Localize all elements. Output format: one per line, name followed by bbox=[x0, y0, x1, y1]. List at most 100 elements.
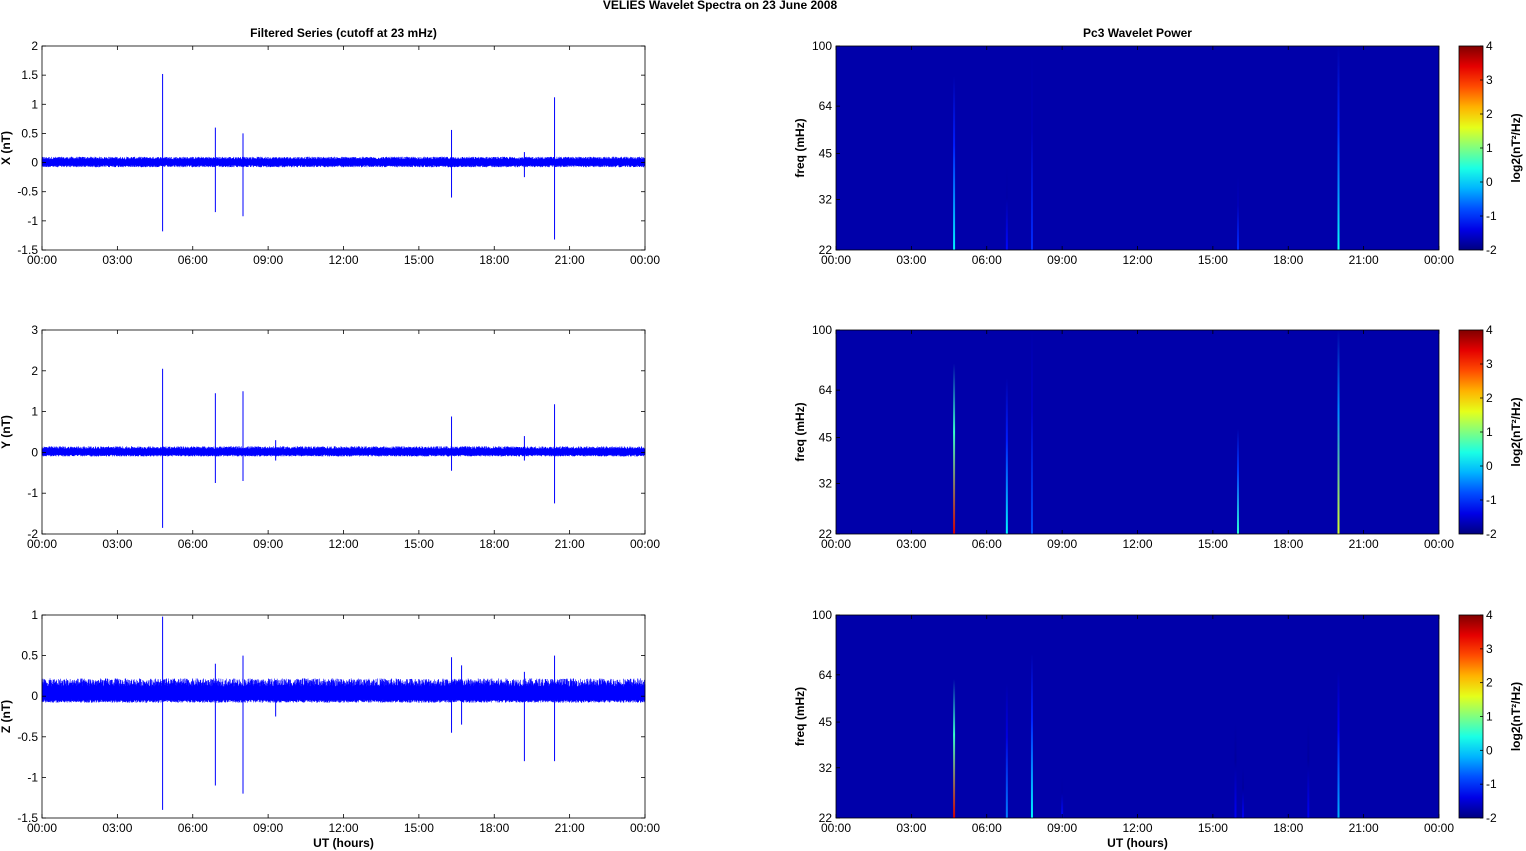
y-tick-label: 1 bbox=[31, 97, 38, 111]
time-series-panel: -2 -1 0 1 2 3 Y (nT) 00:00 03:00 06:00 09:00 12:00 1… bbox=[0, 323, 660, 551]
x-tick-label: 18:00 bbox=[1273, 253, 1303, 267]
power-burst bbox=[1030, 653, 1033, 818]
x-tick-label: 03:00 bbox=[896, 537, 926, 551]
x-tick-label: 09:00 bbox=[1047, 537, 1077, 551]
y-tick-label: 100 bbox=[812, 323, 832, 337]
colorbar-tick-label: 4 bbox=[1486, 608, 1493, 622]
y-tick-label: -0.5 bbox=[17, 730, 38, 744]
y-tick-label: 1.5 bbox=[21, 68, 38, 82]
y-axis-label: freq (mHz) bbox=[793, 687, 807, 746]
colorbar-tick-label: 2 bbox=[1486, 676, 1493, 690]
x-tick-label: 00:00 bbox=[27, 821, 57, 835]
x-tick-label: 00:00 bbox=[821, 537, 851, 551]
power-burst bbox=[1337, 670, 1340, 818]
colorbar bbox=[1458, 45, 1484, 251]
colorbar-tick-label: 2 bbox=[1486, 107, 1493, 121]
x-tick-label: 03:00 bbox=[102, 821, 132, 835]
colorbar-tick-label: -1 bbox=[1486, 777, 1497, 791]
y-tick-label: 0 bbox=[31, 445, 38, 459]
power-burst bbox=[1337, 330, 1340, 534]
x-tick-label: 15:00 bbox=[1198, 821, 1228, 835]
x-tick-label: 15:00 bbox=[404, 537, 434, 551]
x-tick-label: 00:00 bbox=[630, 537, 660, 551]
colorbar-label: log2(nT²/Hz) bbox=[1509, 113, 1523, 182]
x-tick-label: 18:00 bbox=[479, 253, 509, 267]
x-tick-label: 00:00 bbox=[630, 253, 660, 267]
x-tick-label: 15:00 bbox=[1198, 253, 1228, 267]
x-tick-label: 00:00 bbox=[27, 253, 57, 267]
colorbar-tick-label: 3 bbox=[1486, 357, 1493, 371]
colorbar-tick-label: -2 bbox=[1486, 527, 1497, 541]
x-tick-label: 15:00 bbox=[1198, 537, 1228, 551]
colorbar-tick-label: 1 bbox=[1486, 141, 1493, 155]
y-tick-label: 0.5 bbox=[21, 649, 38, 663]
y-tick-label: 22 bbox=[819, 527, 833, 541]
y-tick-label: -1 bbox=[27, 486, 38, 500]
power-burst bbox=[953, 679, 956, 818]
power-background bbox=[836, 330, 1439, 534]
power-burst bbox=[1030, 330, 1033, 534]
x-tick-label: 03:00 bbox=[896, 821, 926, 835]
power-burst bbox=[1005, 162, 1008, 250]
x-tick-label: 12:00 bbox=[328, 537, 358, 551]
power-burst bbox=[1242, 767, 1245, 818]
y-tick-label: 0 bbox=[31, 156, 38, 170]
power-background bbox=[836, 46, 1439, 250]
y-tick-label: 32 bbox=[819, 761, 833, 775]
y-tick-label: -1.5 bbox=[17, 243, 38, 257]
colorbar-tick-label: 2 bbox=[1486, 391, 1493, 405]
power-burst bbox=[1237, 176, 1239, 250]
x-tick-label: 09:00 bbox=[1047, 821, 1077, 835]
x-tick-label: 21:00 bbox=[1349, 253, 1379, 267]
x-tick-label: 12:00 bbox=[1122, 253, 1152, 267]
power-burst bbox=[1005, 378, 1008, 534]
x-tick-label: 00:00 bbox=[821, 253, 851, 267]
figure-title: VELIES Wavelet Spectra on 23 June 2008 bbox=[603, 0, 838, 12]
y-tick-label: 3 bbox=[31, 323, 38, 337]
y-tick-label: 64 bbox=[819, 99, 833, 113]
y-tick-label: -1.5 bbox=[17, 811, 38, 825]
y-tick-label: 22 bbox=[819, 811, 833, 825]
colorbar-tick-label: 4 bbox=[1486, 323, 1493, 337]
y-tick-label: 1 bbox=[31, 608, 38, 622]
y-axis-label: freq (mHz) bbox=[793, 118, 807, 177]
colorbar bbox=[1458, 614, 1484, 819]
y-tick-label: 45 bbox=[819, 431, 833, 445]
x-axis-label: UT (hours) bbox=[313, 836, 374, 850]
colorbar-tick-label: 1 bbox=[1486, 425, 1493, 439]
x-tick-label: 09:00 bbox=[253, 821, 283, 835]
x-tick-label: 03:00 bbox=[896, 253, 926, 267]
y-tick-label: 45 bbox=[819, 147, 833, 161]
power-background bbox=[836, 615, 1439, 818]
x-tick-label: 09:00 bbox=[1047, 253, 1077, 267]
power-burst bbox=[1337, 46, 1340, 250]
colorbar-tick-label: 0 bbox=[1486, 175, 1493, 189]
colorbar-tick-label: 0 bbox=[1486, 459, 1493, 473]
x-tick-label: 06:00 bbox=[972, 537, 1002, 551]
power-burst bbox=[1307, 722, 1310, 818]
y-axis-label: Y (nT) bbox=[0, 415, 13, 449]
x-tick-label: 21:00 bbox=[555, 253, 585, 267]
x-tick-label: 06:00 bbox=[972, 821, 1002, 835]
colorbar-tick-label: -2 bbox=[1486, 811, 1497, 825]
x-tick-label: 03:00 bbox=[102, 253, 132, 267]
x-tick-label: 09:00 bbox=[253, 253, 283, 267]
x-tick-label: 21:00 bbox=[1349, 821, 1379, 835]
x-tick-label: 00:00 bbox=[630, 821, 660, 835]
x-tick-label: 12:00 bbox=[328, 253, 358, 267]
x-tick-label: 12:00 bbox=[1122, 821, 1152, 835]
power-burst bbox=[953, 363, 956, 534]
x-axis-label: UT (hours) bbox=[1107, 836, 1168, 850]
power-burst bbox=[1237, 428, 1239, 534]
time-series-panel: -1.5 -1 -0.5 0 0.5 1 1.5 2 X (nT) 00:00 03:00 06:00… bbox=[0, 26, 660, 267]
x-tick-label: 15:00 bbox=[404, 821, 434, 835]
power-burst bbox=[1030, 52, 1033, 250]
power-burst bbox=[1005, 683, 1008, 818]
y-tick-label: -1 bbox=[27, 770, 38, 784]
axes-title: Pc3 Wavelet Power bbox=[1083, 26, 1192, 40]
y-tick-label: 0 bbox=[31, 689, 38, 703]
x-tick-label: 21:00 bbox=[1349, 537, 1379, 551]
